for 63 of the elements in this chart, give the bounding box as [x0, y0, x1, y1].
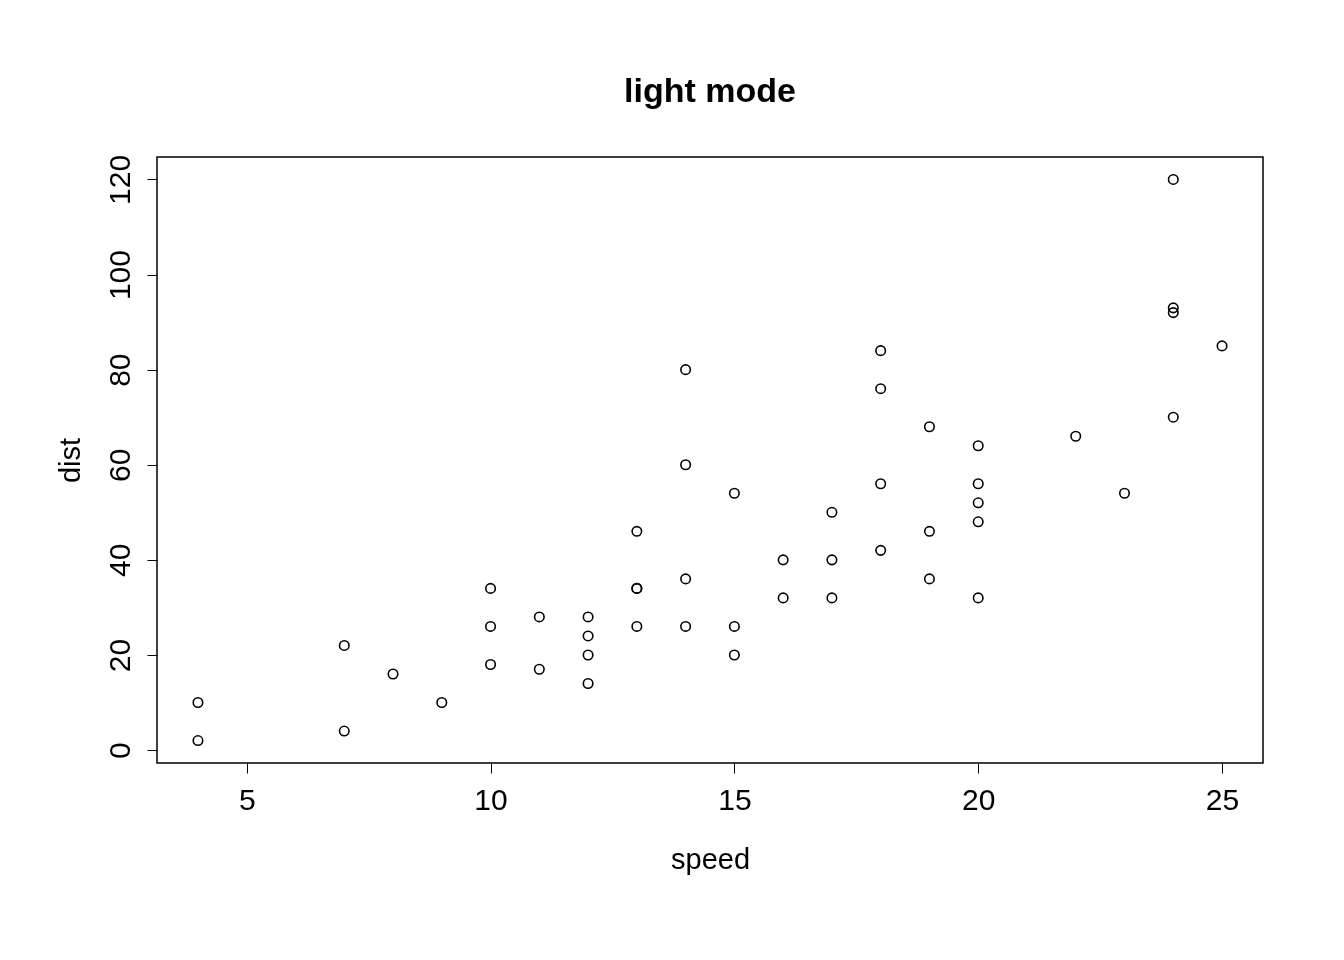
point	[338, 639, 350, 651]
y-tick-label: 40	[102, 543, 136, 578]
point	[972, 478, 984, 490]
y-tick-label: 20	[102, 638, 136, 673]
y-axis-title: dist	[53, 437, 86, 484]
point	[826, 554, 838, 566]
point	[582, 611, 594, 623]
point	[875, 478, 887, 490]
point	[1167, 411, 1179, 423]
y-tick-label: 60	[102, 448, 136, 482]
point	[582, 649, 594, 661]
point	[192, 696, 204, 709]
point	[972, 516, 984, 528]
point	[631, 620, 643, 632]
x-tick-label: 20	[962, 782, 996, 816]
point	[1118, 487, 1131, 499]
point	[582, 677, 594, 690]
x-tick-label: 10	[474, 782, 508, 816]
point	[728, 487, 740, 499]
point	[777, 554, 789, 566]
point	[1070, 430, 1082, 442]
point	[777, 592, 789, 604]
point	[436, 696, 448, 709]
point	[631, 525, 643, 537]
x-tick-label: 15	[718, 782, 752, 816]
point	[680, 573, 692, 585]
x-tick-label: 5	[238, 782, 256, 816]
point	[533, 663, 545, 675]
chart-title: light mode	[624, 71, 796, 110]
point	[972, 592, 984, 604]
point	[826, 592, 838, 604]
x-tick-label: 25	[1205, 782, 1240, 816]
point	[1167, 302, 1179, 314]
point	[728, 620, 740, 632]
point	[972, 497, 984, 509]
point	[923, 525, 935, 537]
y-tick-label: 100	[102, 250, 136, 301]
y-tick-label: 0	[102, 742, 136, 759]
point	[485, 620, 497, 632]
point	[923, 421, 935, 433]
point	[728, 649, 740, 661]
x-axis-title: speed	[670, 842, 751, 875]
point	[680, 459, 692, 471]
point	[875, 345, 887, 357]
point	[485, 582, 497, 594]
point	[875, 544, 887, 556]
point	[680, 364, 692, 376]
point	[533, 611, 545, 623]
point	[680, 620, 692, 632]
point	[1167, 173, 1179, 185]
point	[923, 573, 935, 585]
point	[972, 440, 984, 452]
point	[1167, 307, 1179, 319]
y-tick-label: 80	[102, 353, 136, 387]
point	[875, 383, 887, 395]
point	[582, 630, 594, 642]
point	[826, 506, 838, 518]
point	[1216, 340, 1228, 352]
point	[485, 658, 497, 671]
point	[192, 735, 204, 747]
y-tick-label: 120	[102, 154, 136, 205]
point	[338, 725, 350, 737]
point	[387, 668, 399, 680]
